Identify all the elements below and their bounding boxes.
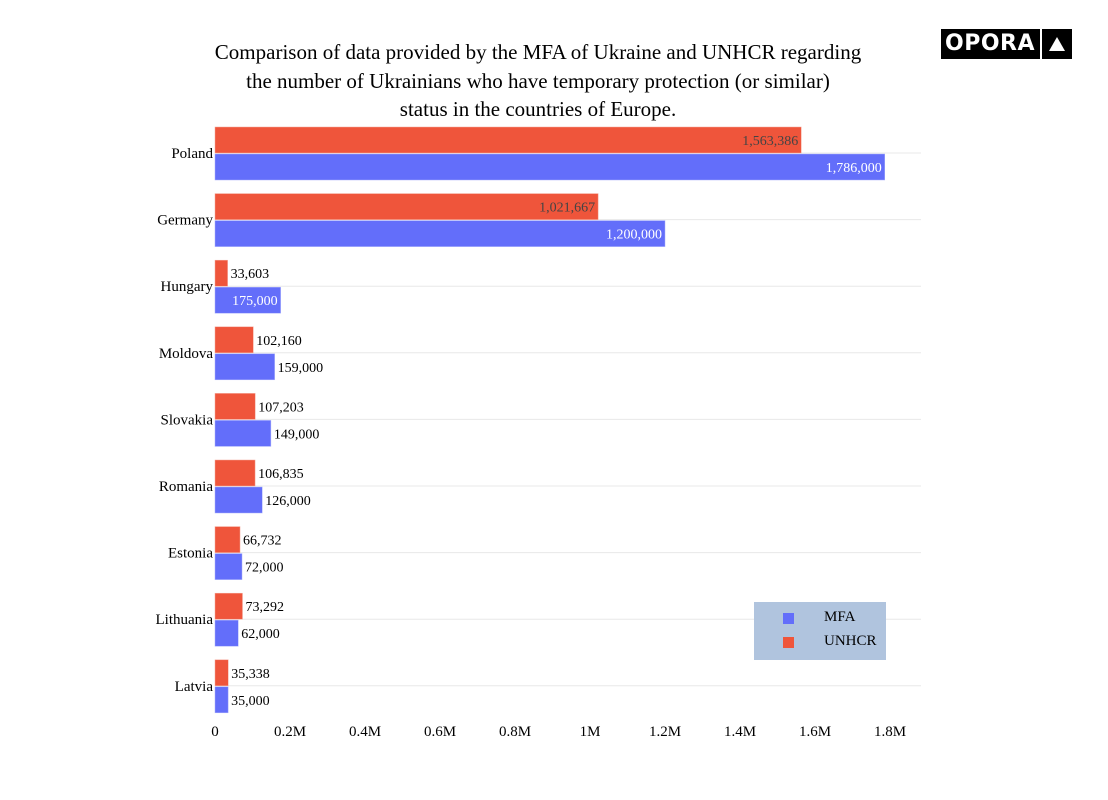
legend: MFA UNHCR bbox=[754, 602, 886, 660]
chart-title-line: Comparison of data provided by the MFA o… bbox=[214, 40, 862, 64]
y-tick-label: Slovakia bbox=[161, 412, 214, 428]
bar-mfa[interactable] bbox=[214, 420, 272, 447]
x-axis-labels: 0 0.2M 0.4M 0.6M 0.8M 1M 1.2M 1.4M 1.6M 1.8M bbox=[211, 724, 906, 740]
data-label: 175,000 bbox=[232, 294, 278, 309]
x-tick-label: 0.6M bbox=[424, 724, 456, 740]
gridlines bbox=[215, 152, 921, 687]
bar-mfa[interactable] bbox=[214, 686, 229, 714]
bar-labels: 1,563,386 1,786,000 1,021,667 1,200,000 33,6… bbox=[231, 134, 882, 709]
chart-title: Comparison of data provided by the MFA o… bbox=[188, 38, 888, 124]
data-label: 159,000 bbox=[278, 361, 324, 376]
data-label: 126,000 bbox=[265, 494, 311, 509]
bar-unhcr[interactable] bbox=[214, 393, 256, 420]
legend-item-mfa[interactable]: MFA bbox=[754, 607, 886, 631]
x-tick-label: 1.6M bbox=[799, 724, 831, 740]
x-tick-label: 0.4M bbox=[349, 724, 381, 740]
data-label: 35,000 bbox=[231, 694, 270, 709]
x-tick-label: 0 bbox=[211, 724, 219, 740]
bar-unhcr[interactable] bbox=[214, 326, 254, 354]
y-tick-label: Germany bbox=[157, 213, 213, 229]
bar-unhcr[interactable] bbox=[214, 126, 802, 154]
bar-mfa[interactable] bbox=[214, 619, 239, 647]
x-tick-label: 1M bbox=[580, 724, 601, 740]
x-tick-label: 0.8M bbox=[499, 724, 531, 740]
data-label: 35,338 bbox=[231, 667, 270, 682]
y-axis-labels: Poland Germany Hungary Moldova Slovakia Roman… bbox=[156, 146, 214, 695]
x-tick-label: 0.2M bbox=[274, 724, 306, 740]
legend-label-unhcr: UNHCR bbox=[824, 633, 877, 649]
legend-swatch-mfa bbox=[783, 613, 794, 624]
logo-text: OPORA bbox=[941, 29, 1040, 59]
opora-logo: OPORA bbox=[941, 29, 1072, 59]
y-tick-label: Romania bbox=[159, 479, 213, 495]
triangle-up-icon bbox=[1042, 29, 1072, 59]
y-tick-label: Estonia bbox=[168, 546, 213, 562]
data-label: 62,000 bbox=[241, 627, 280, 642]
data-label: 1,021,667 bbox=[539, 201, 595, 216]
bar-unhcr[interactable] bbox=[214, 259, 228, 287]
bar-unhcr[interactable] bbox=[214, 526, 241, 553]
legend-label-mfa: MFA bbox=[824, 609, 856, 625]
bar-unhcr[interactable] bbox=[214, 592, 243, 620]
bar-mfa[interactable] bbox=[214, 220, 666, 247]
y-tick-label: Moldova bbox=[159, 346, 214, 362]
data-label: 33,603 bbox=[231, 267, 270, 282]
data-label: 72,000 bbox=[245, 561, 284, 576]
chart-title-line: the number of Ukrainians who have tempor… bbox=[246, 68, 830, 93]
bar-unhcr[interactable] bbox=[214, 193, 599, 220]
data-label: 102,160 bbox=[256, 334, 302, 349]
data-label: 66,732 bbox=[243, 534, 282, 549]
bar-unhcr[interactable] bbox=[214, 659, 229, 687]
bar-mfa[interactable] bbox=[214, 286, 281, 314]
bar-mfa[interactable] bbox=[214, 353, 275, 381]
legend-swatch-unhcr bbox=[783, 637, 794, 648]
chart-title-line: status in the countries of Europe. bbox=[399, 97, 677, 121]
legend-item-unhcr[interactable]: UNHCR bbox=[754, 631, 886, 655]
data-label: 1,200,000 bbox=[606, 228, 662, 243]
bars bbox=[214, 126, 885, 714]
x-tick-label: 1.4M bbox=[724, 724, 756, 740]
x-tick-label: 1.2M bbox=[649, 724, 681, 740]
y-tick-label: Poland bbox=[171, 146, 213, 162]
x-tick-label: 1.8M bbox=[874, 724, 906, 740]
data-label: 1,563,386 bbox=[742, 134, 798, 149]
data-label: 1,786,000 bbox=[826, 161, 882, 176]
data-label: 107,203 bbox=[258, 400, 304, 415]
bar-mfa[interactable] bbox=[214, 486, 263, 514]
data-label: 149,000 bbox=[274, 427, 320, 442]
y-tick-label: Hungary bbox=[161, 279, 214, 295]
bar-mfa[interactable] bbox=[214, 153, 885, 181]
data-label: 106,835 bbox=[258, 467, 304, 482]
data-label: 73,292 bbox=[245, 600, 284, 615]
bar-mfa[interactable] bbox=[214, 553, 243, 580]
y-tick-label: Lithuania bbox=[156, 612, 214, 628]
y-tick-label: Latvia bbox=[175, 679, 214, 695]
bar-unhcr[interactable] bbox=[214, 459, 256, 487]
